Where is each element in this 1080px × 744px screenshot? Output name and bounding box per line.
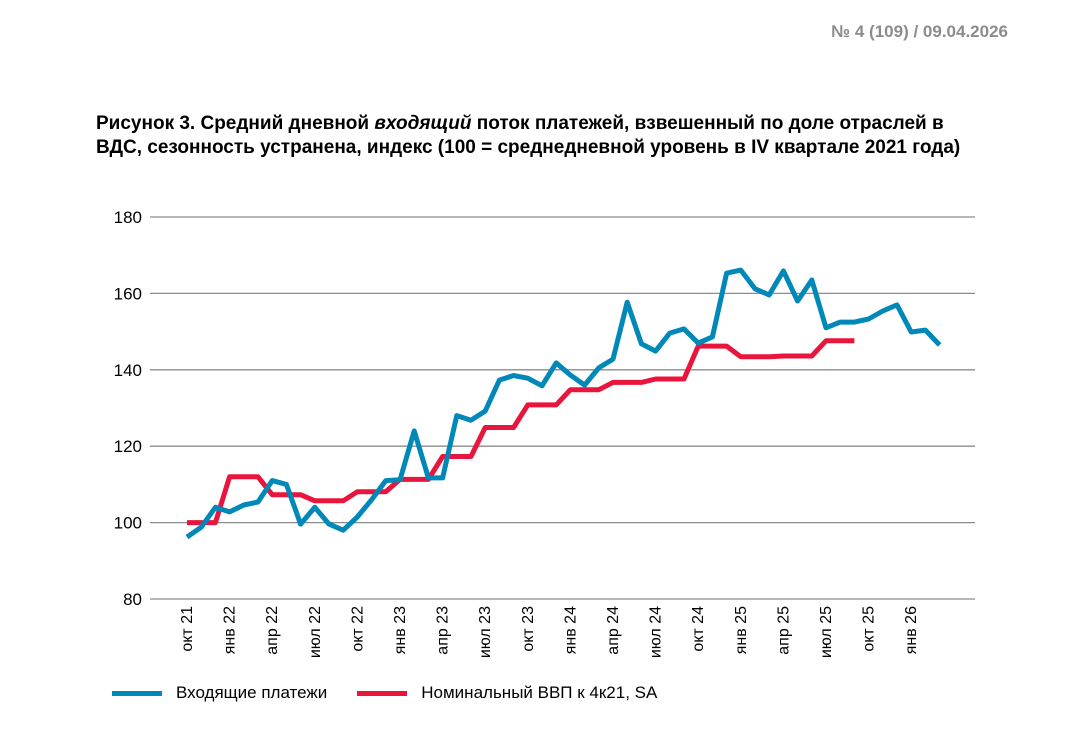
legend-item-incoming: Входящие платежи: [112, 683, 327, 703]
title-italic: входящий: [374, 113, 472, 134]
chart-title: Рисунок 3. Средний дневной входящий пото…: [96, 112, 976, 160]
x-tick-label: апр 24: [605, 606, 622, 655]
legend-swatch-incoming: [112, 690, 162, 696]
x-tick-label: окт 22: [349, 606, 366, 652]
x-tick-label: янв 25: [733, 606, 750, 654]
x-tick-label: янв 23: [392, 606, 409, 654]
x-tick-label: апр 22: [264, 606, 281, 655]
x-tick-label: июл 22: [307, 606, 324, 658]
x-tick-label: июл 24: [648, 606, 665, 658]
series-incoming-payments: [185, 267, 942, 540]
legend-label: Номинальный ВВП к 4к21, SA: [421, 683, 658, 702]
x-tick-label: окт 25: [861, 606, 878, 652]
title-part: Рисунок 3. Средний дневной: [96, 113, 375, 134]
x-tick-label: янв 26: [903, 606, 920, 654]
y-tick-label: 80: [123, 590, 142, 609]
y-tick-label: 100: [114, 514, 142, 533]
legend-item-gdp: Номинальный ВВП к 4к21, SA: [357, 683, 657, 703]
x-tick-label: июл 25: [818, 606, 835, 658]
y-tick-label: 160: [114, 284, 142, 303]
x-tick-label: янв 22: [222, 606, 239, 654]
y-tick-label: 140: [114, 361, 142, 380]
x-tick-label: окт 23: [520, 606, 537, 652]
legend-label: Входящие платежи: [176, 683, 328, 702]
series-nominal-gdp: [187, 338, 855, 526]
x-tick-label: окт 21: [179, 606, 196, 652]
issue-header: № 4 (109) / 09.04.2026: [831, 22, 1008, 41]
x-tick-label: окт 24: [690, 606, 707, 652]
legend: Входящие платежи Номинальный ВВП к 4к21,…: [112, 683, 687, 703]
y-tick-label: 180: [114, 208, 142, 227]
x-tick-label: апр 25: [775, 606, 792, 655]
x-tick-label: янв 24: [562, 606, 579, 654]
title-part: поток платежей, взвешенный по доле отрас…: [96, 113, 961, 158]
x-tick-label: апр 23: [435, 606, 452, 655]
x-tick-label: июл 23: [477, 606, 494, 658]
legend-swatch-gdp: [357, 690, 408, 696]
y-tick-label: 120: [114, 437, 142, 456]
